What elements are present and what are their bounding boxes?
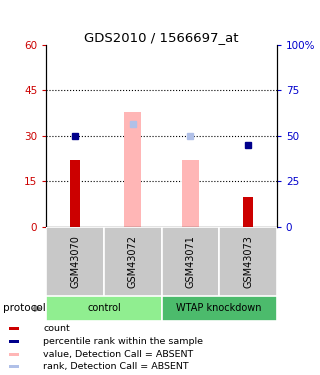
Bar xyxy=(46,296,162,321)
Bar xyxy=(10,327,19,330)
Text: GSM43071: GSM43071 xyxy=(185,235,196,288)
Text: protocol: protocol xyxy=(3,303,46,313)
Text: rank, Detection Call = ABSENT: rank, Detection Call = ABSENT xyxy=(43,362,189,371)
Bar xyxy=(182,160,199,227)
Text: count: count xyxy=(43,324,70,333)
Text: control: control xyxy=(87,303,121,313)
Text: value, Detection Call = ABSENT: value, Detection Call = ABSENT xyxy=(43,350,194,358)
Bar xyxy=(10,353,19,356)
Title: GDS2010 / 1566697_at: GDS2010 / 1566697_at xyxy=(84,31,239,44)
Bar xyxy=(162,227,219,296)
Bar xyxy=(243,196,253,227)
Bar xyxy=(124,112,141,227)
Bar xyxy=(104,227,162,296)
Bar xyxy=(70,160,80,227)
Bar xyxy=(219,227,277,296)
Text: GSM43073: GSM43073 xyxy=(243,235,253,288)
Text: GSM43070: GSM43070 xyxy=(70,235,80,288)
Text: GSM43072: GSM43072 xyxy=(128,235,138,288)
Bar xyxy=(10,340,19,343)
Text: WTAP knockdown: WTAP knockdown xyxy=(176,303,262,313)
Text: percentile rank within the sample: percentile rank within the sample xyxy=(43,337,203,346)
Bar xyxy=(162,296,277,321)
Bar xyxy=(10,365,19,368)
Bar xyxy=(46,227,104,296)
